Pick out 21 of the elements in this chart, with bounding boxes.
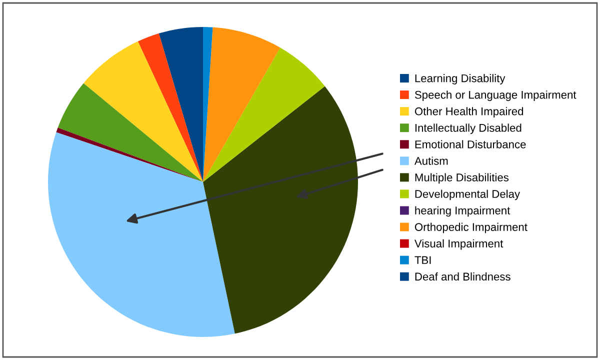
legend-label: Developmental Delay: [415, 190, 520, 200]
legend-label: Intellectually Disabled: [415, 124, 522, 134]
pie-slice: [58, 83, 203, 182]
pie-slice: [48, 132, 235, 337]
legend-label: Autism: [414, 156, 448, 165]
pie-slice: [203, 86, 358, 334]
pie-slice: [84, 41, 203, 182]
pie-slice: [158, 27, 203, 182]
legend-label: Other Health Impaired: [414, 107, 524, 118]
legend-label: Learning Disability: [415, 74, 506, 84]
legend-label: TBI: [414, 256, 431, 264]
legend-label: Visual Impairment: [414, 239, 504, 250]
legend-label: hearing Impairment: [415, 206, 510, 217]
legend-label: Deaf and Blindness: [415, 272, 510, 281]
pie-slice: [203, 27, 280, 182]
legend-label: Orthopedic Impairment: [414, 222, 528, 234]
legend-label: Emotional Disturbance: [415, 140, 526, 148]
legend-label: Multiple Disabilities: [415, 173, 509, 184]
legend-label: Speech or Language Impairment: [414, 90, 576, 101]
pie-slice: [138, 33, 203, 182]
pie-slice: [203, 48, 325, 182]
